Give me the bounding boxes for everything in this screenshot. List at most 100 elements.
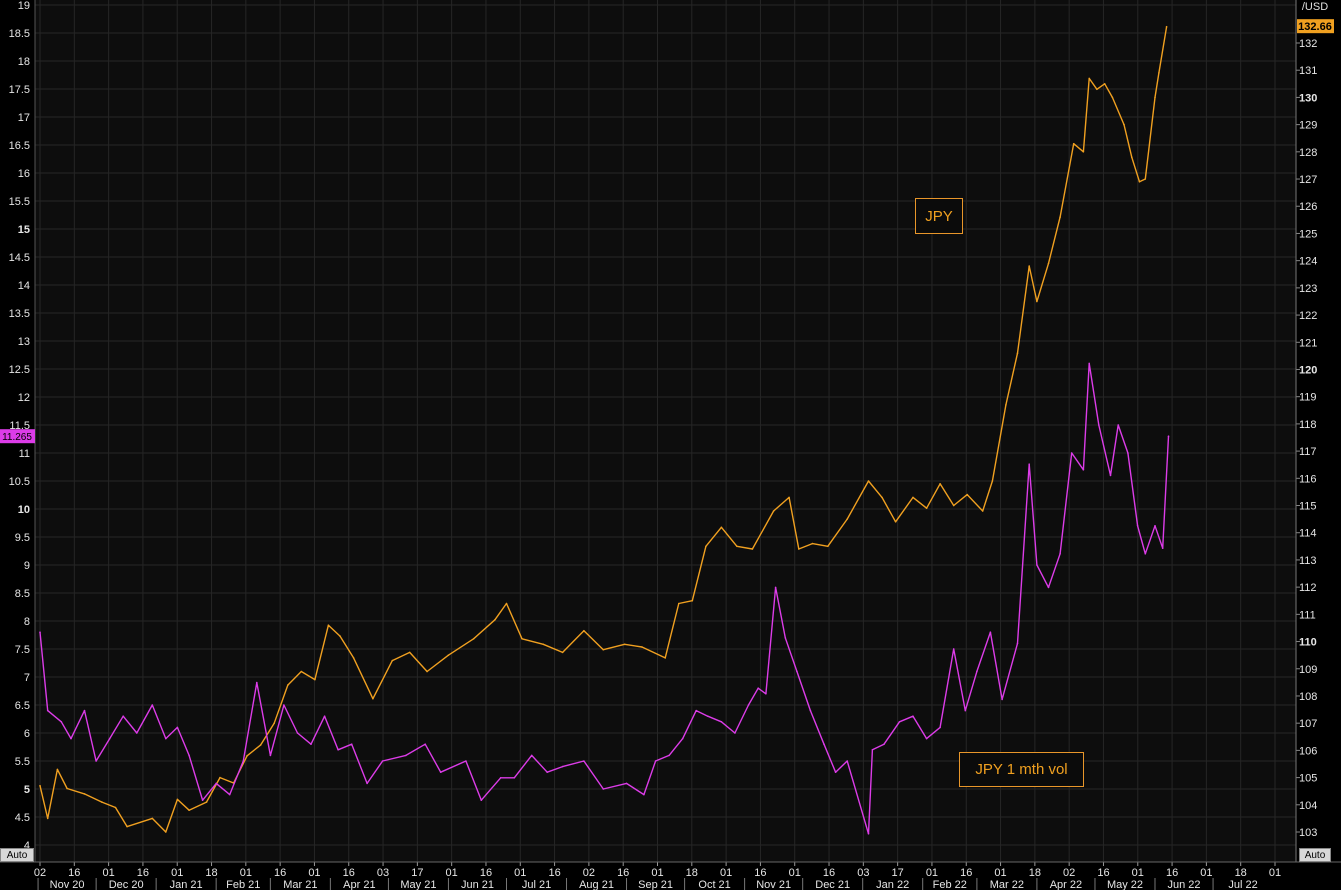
right-tick-label: 121 xyxy=(1299,337,1317,349)
data-point-jpy-vol xyxy=(310,743,312,745)
data-point-jpy-vol xyxy=(1117,424,1119,426)
data-point-jpy-vol xyxy=(643,793,645,796)
x-day-label: 01 xyxy=(240,867,252,879)
data-point-jpy-vol xyxy=(583,760,585,762)
data-point-jpy xyxy=(788,496,790,499)
data-point-jpy xyxy=(641,646,643,648)
data-point-jpy xyxy=(327,624,330,626)
left-tick-label: 5 xyxy=(24,784,30,796)
left-tick-label: 14 xyxy=(18,280,30,292)
data-point-jpy-vol xyxy=(1070,452,1073,454)
right-tick-label: 113 xyxy=(1299,555,1317,567)
left-tick-label: 10.5 xyxy=(9,476,30,488)
data-point-jpy-vol xyxy=(834,771,837,773)
left-tick-label: 13 xyxy=(18,336,30,348)
x-day-label: 02 xyxy=(1063,867,1075,879)
series-group xyxy=(39,25,1170,835)
data-point-jpy xyxy=(1144,178,1147,180)
right-tick-label: 108 xyxy=(1299,691,1317,703)
data-point-jpy-vol xyxy=(976,670,978,673)
left-tick-label: 14.5 xyxy=(9,252,30,264)
data-point-jpy-vol xyxy=(939,726,941,729)
data-point-jpy-vol xyxy=(695,709,697,712)
data-point-jpy xyxy=(114,806,117,809)
annotation-jpy-vol: JPY 1 mth vol xyxy=(959,752,1084,787)
data-point-jpy-vol xyxy=(989,631,992,633)
data-point-jpy xyxy=(505,602,508,605)
data-point-jpy-vol xyxy=(1167,435,1170,438)
data-point-jpy xyxy=(391,659,394,662)
data-point-jpy xyxy=(912,496,914,499)
left-tick-label: 5.5 xyxy=(15,756,30,768)
left-tick-label: 8.5 xyxy=(15,588,30,600)
left-tick-label: 17.5 xyxy=(9,84,30,96)
x-day-label: 16 xyxy=(1097,867,1109,879)
x-day-label: 16 xyxy=(480,867,492,879)
data-point-jpy-vol xyxy=(1059,553,1061,555)
data-point-jpy-vol xyxy=(1016,642,1019,645)
data-point-jpy-vol xyxy=(215,782,217,785)
right-tick-label: 115 xyxy=(1299,501,1317,513)
data-point-jpy-vol xyxy=(70,737,72,740)
data-point-jpy xyxy=(602,648,605,651)
data-point-jpy xyxy=(981,510,984,512)
data-point-jpy-vol xyxy=(242,760,245,762)
data-point-jpy-vol xyxy=(337,749,339,751)
right-tick-label: 112 xyxy=(1299,582,1317,594)
right-tick-label: 123 xyxy=(1299,283,1317,295)
data-point-jpy-vol xyxy=(381,760,384,762)
right-tick-label: 104 xyxy=(1299,800,1317,812)
data-point-jpy-vol xyxy=(323,715,326,717)
data-point-jpy-vol xyxy=(83,709,86,712)
data-point-jpy xyxy=(46,817,49,820)
right-tick-label: 116 xyxy=(1299,473,1317,485)
data-point-jpy xyxy=(1123,123,1125,126)
data-point-jpy xyxy=(287,684,289,686)
data-point-jpy-vol xyxy=(366,782,368,785)
right-tick-label: 117 xyxy=(1299,446,1317,458)
data-point-jpy-vol xyxy=(1001,698,1003,701)
left-auto-button[interactable]: Auto xyxy=(0,848,34,862)
x-day-label: 01 xyxy=(994,867,1006,879)
data-point-jpy-vol xyxy=(546,771,548,773)
data-point-jpy xyxy=(846,518,848,520)
data-point-jpy-vol xyxy=(296,732,299,734)
last-value-labels: 132.66 11.265 xyxy=(0,19,1334,444)
x-day-label: 18 xyxy=(686,867,698,879)
x-day-label: 16 xyxy=(274,867,286,879)
x-day-label: 18 xyxy=(1235,867,1247,879)
left-tick-label: 6.5 xyxy=(15,700,30,712)
data-point-jpy-vol xyxy=(1082,469,1085,471)
data-point-jpy-vol xyxy=(1109,474,1112,477)
data-point-jpy-vol xyxy=(625,782,628,785)
x-axis: 02 16 01 16 01 18 01 16 01 16 03 17 01 16 01 16 02 16 01 18… xyxy=(0,861,1341,890)
right-tick-label: 125 xyxy=(1299,228,1317,240)
data-point-jpy xyxy=(352,657,355,659)
x-month-label: Nov 20 xyxy=(50,879,85,890)
left-tick-label: 15 xyxy=(18,224,30,236)
right-auto-button[interactable]: Auto xyxy=(1299,848,1331,862)
left-tick-label: 4 xyxy=(24,840,30,852)
data-point-jpy-vol xyxy=(122,715,124,717)
data-point-jpy xyxy=(314,678,316,681)
x-day-label: 16 xyxy=(137,867,149,879)
data-point-jpy-vol xyxy=(784,637,787,639)
data-point-jpy xyxy=(991,480,994,482)
left-tick-label: 16.5 xyxy=(9,140,30,152)
left-tick-label: 16 xyxy=(18,168,30,180)
left-tick-label: 15.5 xyxy=(9,196,30,208)
x-day-label: 01 xyxy=(1132,867,1144,879)
left-tick-label: 12 xyxy=(18,392,30,404)
data-point-jpy-vol xyxy=(439,771,442,773)
data-point-jpy xyxy=(205,801,208,803)
data-point-jpy xyxy=(66,787,68,790)
data-point-jpy-vol xyxy=(1144,553,1147,555)
data-point-jpy xyxy=(151,817,154,820)
x-day-label: 16 xyxy=(617,867,629,879)
data-point-jpy xyxy=(966,493,968,496)
x-month-label: Jan 21 xyxy=(170,879,203,890)
data-point-jpy-vol xyxy=(898,721,901,723)
data-point-jpy xyxy=(1154,96,1156,99)
data-point-jpy-vol xyxy=(561,765,564,768)
